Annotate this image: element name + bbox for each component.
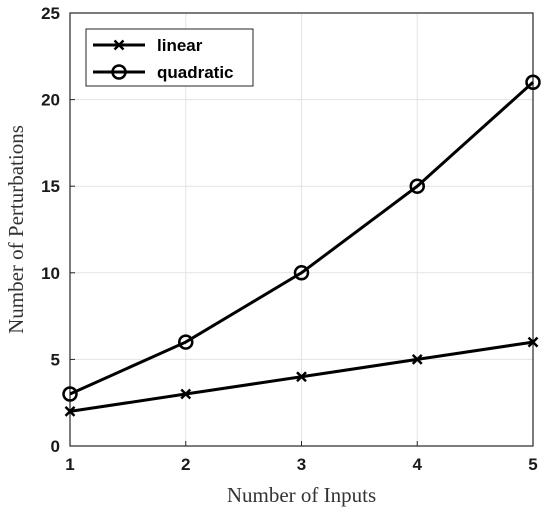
- data-point-quadratic: [409, 178, 425, 194]
- x-axis-label: Number of Inputs: [227, 483, 376, 507]
- y-tick-label: 0: [51, 437, 60, 456]
- data-point-quadratic: [525, 74, 541, 91]
- legend-label-quadratic: quadratic: [157, 63, 234, 82]
- x-tick-label: 3: [297, 455, 306, 474]
- y-tick-label: 5: [51, 350, 60, 369]
- data-point-linear: [64, 405, 76, 417]
- y-tick-label: 15: [41, 177, 60, 196]
- data-point-linear: [296, 371, 307, 383]
- series-line-quadratic: [69, 81, 535, 396]
- data-point-linear: [527, 336, 539, 348]
- x-tick-label: 2: [181, 455, 190, 474]
- x-tick-label: 5: [528, 455, 537, 474]
- data-point-quadratic: [62, 386, 78, 402]
- data-point-quadratic: [293, 265, 310, 281]
- y-tick-label: 10: [41, 264, 60, 283]
- x-tick-label: 4: [413, 455, 423, 474]
- series-group: [62, 74, 541, 417]
- series-linear: [64, 336, 539, 417]
- x-tick-label: 1: [65, 455, 74, 474]
- data-point-linear: [411, 354, 423, 365]
- legend-item-linear: linear: [93, 36, 203, 55]
- legend: linear quadratic: [85, 28, 254, 87]
- y-tick-label: 25: [41, 4, 60, 23]
- series-quadratic: [62, 74, 541, 402]
- axis-ticks: 1 2 3 4 5 0 5 10 15 20 25: [41, 4, 538, 474]
- legend-item-quadratic: quadratic: [93, 63, 234, 82]
- legend-label-linear: linear: [157, 36, 203, 55]
- legend-marker-quadratic: [111, 64, 127, 80]
- y-axis-label: Number of Perturbations: [4, 125, 28, 334]
- legend-marker-linear: [113, 39, 125, 51]
- y-tick-label: 20: [41, 91, 60, 110]
- data-point-quadratic: [178, 334, 194, 350]
- data-point-linear: [180, 388, 192, 400]
